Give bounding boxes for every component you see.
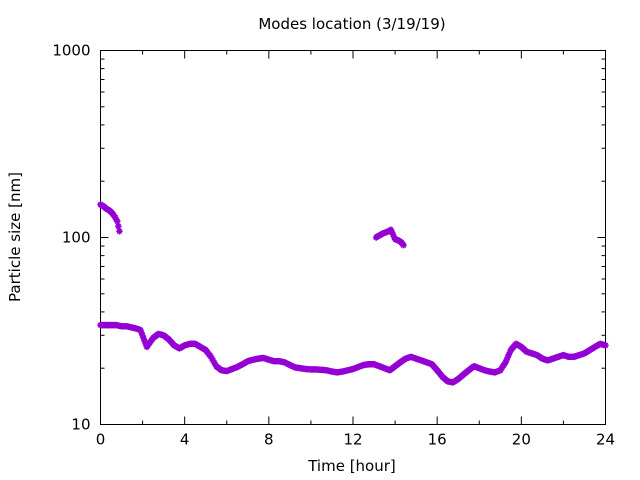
x-axis-label: Time [hour] [307,457,396,475]
data-point [139,332,146,339]
data-points [97,201,609,386]
axis-ticks [100,50,606,425]
data-point [141,338,148,345]
data-point [504,354,511,361]
data-point [506,349,513,356]
data-point [505,351,512,359]
x-tick-label: 8 [264,431,274,449]
data-point [390,233,398,240]
axis-tick-labels: 0 4 8 12 16 20 24 10 100 1000 [52,42,615,449]
data-point [388,228,396,236]
x-tick-label: 20 [512,431,531,449]
y-tick-label: 10 [71,416,90,434]
data-point [137,326,144,334]
x-tick-label: 12 [343,431,362,449]
data-point [114,218,121,225]
data-point [387,226,395,233]
y-axis-label: Particle size [nm] [6,172,24,302]
x-tick-label: 4 [180,431,190,449]
data-point [116,228,123,235]
x-tick-label: 0 [96,431,106,449]
data-point [502,359,509,366]
data-point [389,231,397,238]
data-point [602,342,609,349]
x-tick-label: 24 [596,431,615,449]
data-point [140,335,147,342]
data-point [503,356,510,364]
data-point [115,223,122,230]
y-tick-label: 100 [62,229,91,247]
x-tick-label: 16 [428,431,447,449]
data-point [138,329,145,337]
chart-title: Modes location (3/19/19) [258,15,445,33]
data-point [400,241,407,249]
y-tick-label: 1000 [52,42,90,60]
